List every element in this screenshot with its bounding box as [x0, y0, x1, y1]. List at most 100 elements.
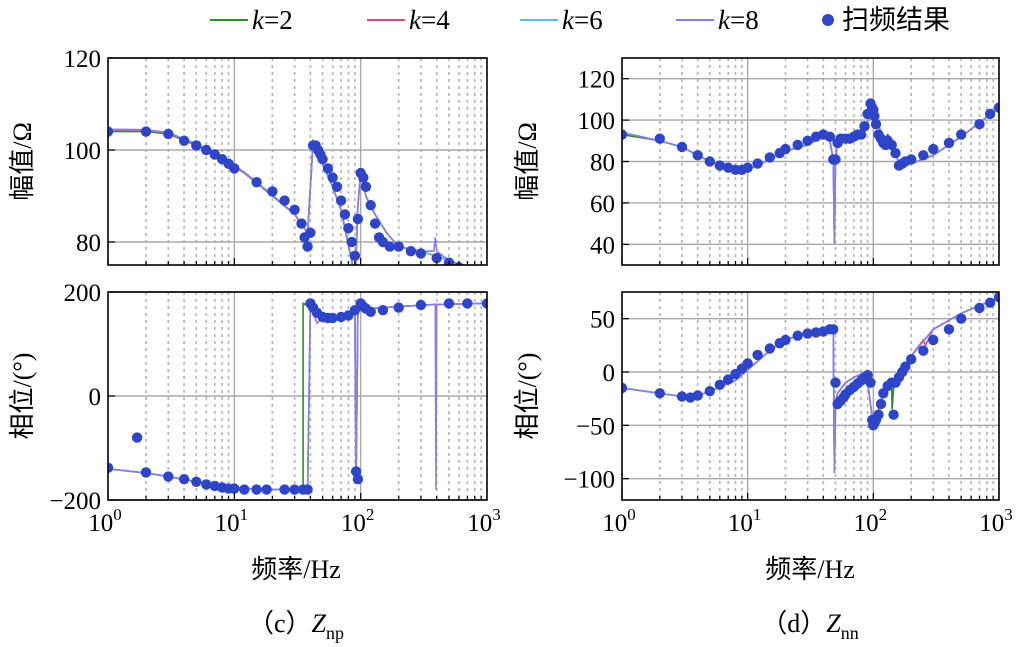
scan-point	[875, 398, 887, 410]
legend-label-text: =2	[264, 5, 293, 35]
legend-item: k=2	[210, 5, 293, 35]
scan-point	[163, 471, 174, 482]
scan-point	[984, 108, 996, 120]
scan-point	[339, 209, 351, 220]
scan-point	[752, 349, 763, 361]
scan-point	[350, 466, 362, 477]
scan-point	[704, 156, 715, 167]
grid	[622, 292, 999, 500]
scan-point	[956, 129, 967, 140]
scan-point	[393, 241, 404, 252]
legend-label: k=8	[718, 5, 759, 35]
x-tick-label: 103	[979, 505, 1013, 537]
scan-point	[984, 297, 996, 308]
scan-point	[956, 313, 967, 324]
scan-point	[792, 330, 803, 341]
scan-point	[974, 302, 985, 314]
scan-point	[302, 241, 313, 252]
y-tick-label: 80	[76, 230, 101, 257]
scan-point	[622, 382, 628, 394]
y-axis-label: 幅值/Ω	[513, 122, 542, 201]
scan-point	[873, 409, 884, 420]
caption-d-sub: nn	[841, 623, 859, 643]
scan-point	[906, 154, 917, 165]
scan-point	[622, 129, 628, 140]
scan-point	[752, 158, 763, 169]
scan-point	[352, 474, 364, 485]
scan-point	[654, 388, 665, 399]
scan-point	[415, 299, 427, 311]
x-tick-label: 103	[467, 505, 501, 537]
y-tick-label: 40	[590, 232, 615, 259]
scan-point	[360, 181, 372, 192]
scan-point	[928, 334, 939, 346]
scan-point	[692, 390, 703, 401]
scan-point	[482, 271, 492, 281]
scan-point	[993, 292, 999, 303]
legend-label-text: =8	[730, 5, 759, 35]
scan-point	[443, 298, 455, 309]
scan-point	[327, 312, 338, 324]
scan-point	[140, 467, 152, 478]
y-tick-label: 200	[64, 280, 102, 307]
series-group	[622, 296, 999, 474]
scan-point	[974, 119, 985, 130]
scan-point	[723, 374, 734, 385]
scan-point	[481, 298, 487, 309]
scan-point	[824, 131, 835, 142]
scan-point	[349, 250, 361, 261]
scan-point	[229, 163, 240, 174]
series-line-k=4	[622, 296, 999, 469]
x-tick-label: 102	[341, 505, 375, 537]
y-tick-label: 100	[578, 108, 616, 135]
scan-point	[431, 252, 442, 264]
legend-label-prefix: k	[718, 5, 731, 35]
legend-label-prefix: k	[562, 5, 575, 35]
scan-point	[377, 305, 389, 316]
scan-point	[279, 484, 290, 495]
legend-item: k=6	[520, 5, 603, 35]
scan-point	[369, 218, 381, 229]
y-tick-label: 0	[89, 384, 102, 411]
x-tick-label: 101	[215, 505, 248, 537]
scan-point	[251, 177, 262, 188]
scan-point	[780, 334, 791, 346]
series-line-k=2	[622, 296, 999, 469]
y-tick-label: 120	[578, 67, 616, 94]
scan-point	[305, 227, 316, 238]
y-tick-label: 60	[590, 191, 615, 218]
series-line-k=2	[622, 100, 999, 241]
scan-point	[780, 143, 791, 155]
scan-point	[239, 484, 250, 495]
x-axis-label-right: 频率/Hz	[765, 555, 855, 584]
scan-point	[140, 126, 152, 137]
scan-point	[888, 409, 899, 420]
panel-c-phase: −200 0 200 100 101 102 103 相位/(°)	[8, 280, 501, 537]
scan-point	[856, 129, 867, 140]
caption-c-symbol: Z	[312, 609, 327, 638]
caption-d: （d）Znn	[761, 609, 858, 643]
scan-point	[943, 137, 955, 149]
scan-point	[692, 150, 703, 161]
panel-d-magnitude: 40 60 80 100 120 幅值/Ω	[513, 57, 1000, 266]
scan-point	[365, 200, 376, 211]
scan-point	[191, 476, 202, 487]
scan-point	[201, 479, 212, 490]
series-line-k=8	[622, 296, 999, 474]
scan-point	[331, 181, 343, 192]
scan-point	[830, 154, 841, 165]
legend-label: 扫频结果	[842, 5, 950, 35]
scan-point	[943, 324, 955, 335]
scan-point	[108, 462, 114, 473]
legend-label-text: =4	[421, 5, 450, 35]
scan-point	[714, 160, 725, 171]
scan-point	[830, 377, 841, 388]
scan-point	[191, 140, 202, 151]
scan-point	[384, 241, 395, 252]
plot-frame	[621, 291, 1000, 501]
caption-c: （c）Znp	[248, 609, 344, 643]
legend-label: k=6	[562, 5, 603, 35]
grid	[108, 57, 487, 265]
y-tick-label: 0	[603, 360, 616, 387]
